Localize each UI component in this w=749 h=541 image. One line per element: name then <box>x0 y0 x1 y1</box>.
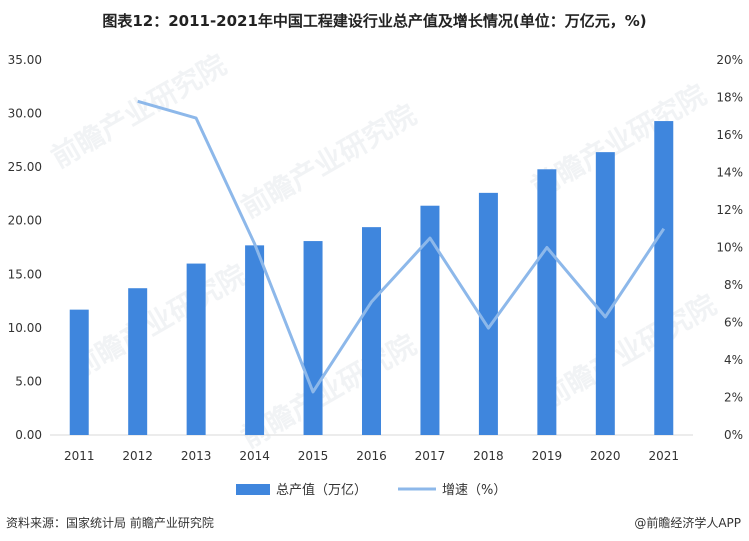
legend-bar-swatch <box>236 484 270 495</box>
bar <box>362 227 381 435</box>
y-left-tick-label: 35.00 <box>8 53 42 67</box>
y-right-tick-label: 16% <box>716 128 743 142</box>
chart-title: 图表12：2011-2021年中国工程建设行业总产值及增长情况(单位：万亿元，%… <box>102 12 647 30</box>
bar <box>478 192 498 435</box>
bar <box>186 263 206 435</box>
bar <box>245 245 265 435</box>
bar <box>595 152 615 435</box>
bar <box>654 121 674 436</box>
legend-line-label: 增速（%） <box>442 483 506 498</box>
x-tick-label: 2014 <box>239 449 270 463</box>
x-tick-label: 2012 <box>122 449 153 463</box>
y-left-tick-label: 5.00 <box>15 374 42 388</box>
brand-label: @前瞻经济学人APP <box>634 516 741 530</box>
y-left-tick-label: 0.00 <box>15 428 42 442</box>
bar <box>420 205 440 435</box>
y-right-tick-label: 20% <box>716 53 743 67</box>
bar <box>128 288 148 435</box>
y-right-tick-label: 0% <box>724 428 743 442</box>
x-tick-label: 2016 <box>356 449 387 463</box>
y-right-tick-label: 12% <box>716 203 743 217</box>
x-tick-label: 2021 <box>648 449 679 463</box>
source-note: 资料来源：国家统计局 前瞻产业研究院 <box>6 516 214 530</box>
y-left-tick-label: 20.00 <box>8 214 42 228</box>
y-left-tick-label: 25.00 <box>8 160 42 174</box>
x-tick-label: 2019 <box>532 449 563 463</box>
y-right-tick-label: 14% <box>716 166 743 180</box>
bar <box>537 169 557 436</box>
y-left-tick-label: 15.00 <box>8 267 42 281</box>
y-right-tick-label: 6% <box>724 316 743 330</box>
x-tick-label: 2015 <box>298 449 329 463</box>
y-left-tick-label: 10.00 <box>8 321 42 335</box>
y-right-tick-label: 18% <box>716 91 743 105</box>
y-left-tick-label: 30.00 <box>8 107 42 121</box>
x-tick-label: 2017 <box>415 449 446 463</box>
x-tick-label: 2018 <box>473 449 504 463</box>
x-tick-label: 2020 <box>590 449 621 463</box>
x-tick-label: 2013 <box>181 449 212 463</box>
legend-bar-label: 总产值（万亿） <box>276 482 367 498</box>
y-right-tick-label: 10% <box>716 241 743 255</box>
bar <box>69 309 89 435</box>
y-right-tick-label: 4% <box>724 353 743 367</box>
growth-line <box>137 99 666 394</box>
y-right-tick-label: 2% <box>724 391 743 405</box>
bar <box>303 241 323 435</box>
y-right-tick-label: 8% <box>724 278 743 292</box>
x-tick-label: 2011 <box>64 449 95 463</box>
